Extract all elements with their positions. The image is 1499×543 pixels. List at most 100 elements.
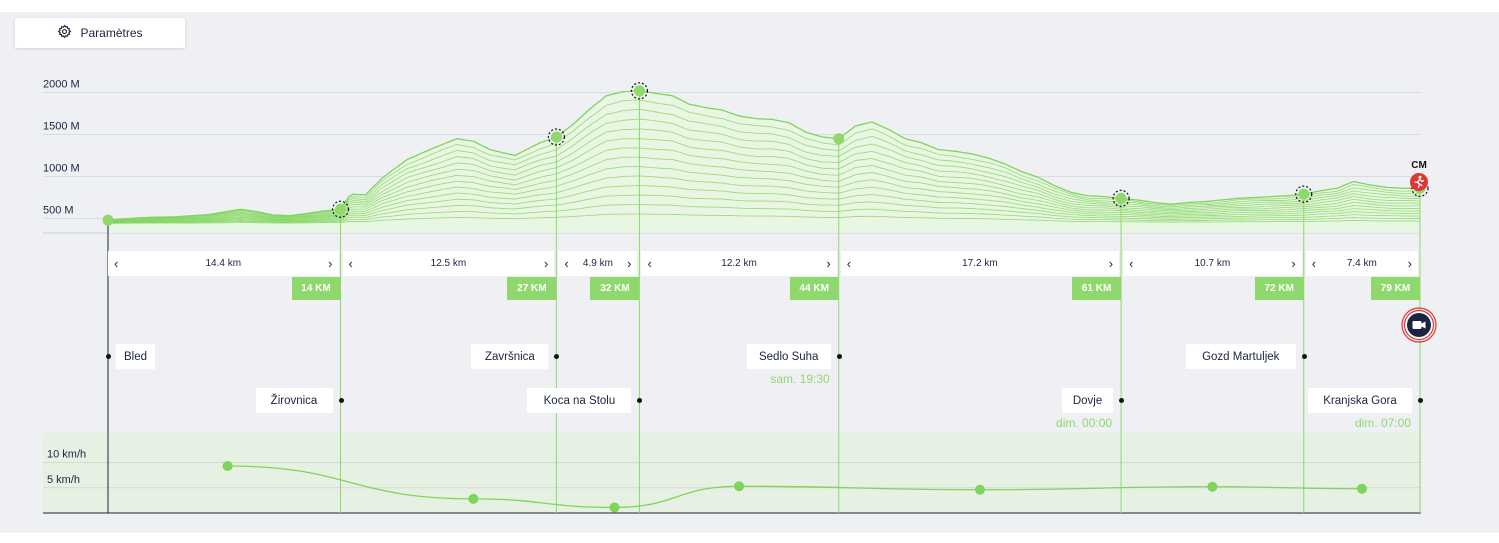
checkpoint-time: sam. 19:30 (770, 372, 830, 386)
km-badge: 27 KM (507, 277, 557, 300)
elevation-ridge-line (107, 108, 1421, 222)
segment-distance: ‹ 7.4 km › (1305, 251, 1418, 276)
speed-tick-label: 5 km/h (47, 474, 80, 486)
speed-point[interactable] (974, 484, 985, 495)
chevron-right-icon[interactable]: › (544, 256, 549, 271)
gear-icon (57, 24, 72, 42)
chevron-left-icon[interactable]: ‹ (1311, 256, 1317, 271)
checkpoint-dot[interactable] (633, 85, 645, 97)
elevation-ridge-line (107, 138, 1421, 222)
km-badge: 61 KM (1072, 277, 1122, 300)
elevation-ridges (107, 90, 1421, 233)
segment-distance-label: 12.2 km (721, 258, 757, 269)
checkpoint-dot[interactable] (1115, 192, 1127, 204)
chevron-right-icon[interactable]: › (627, 256, 632, 271)
km-badge: 72 KM (1254, 277, 1304, 300)
chevron-right-icon[interactable]: › (1108, 256, 1114, 271)
chevron-left-icon[interactable]: ‹ (564, 256, 569, 271)
checkpoint-dot[interactable] (102, 214, 114, 226)
speed-point[interactable] (1207, 481, 1218, 492)
km-badge: 32 KM (590, 277, 640, 300)
elevation-ridge-line (107, 194, 1421, 224)
segment-distance-label: 4.9 km (582, 258, 613, 269)
speed-series (222, 461, 1367, 513)
runner-icon[interactable] (1410, 173, 1428, 191)
chevron-left-icon[interactable]: ‹ (846, 256, 852, 271)
video-camera-button[interactable] (1401, 307, 1437, 343)
elevation-ridge-line (107, 147, 1421, 223)
chevron-left-icon[interactable]: ‹ (348, 256, 353, 271)
checkpoint-name[interactable]: Žirovnica (255, 388, 333, 413)
speed-point[interactable] (609, 502, 620, 513)
km-badge: 44 KM (789, 277, 839, 300)
checkpoint-bullet (338, 398, 344, 403)
checkpoint-bullet (1418, 398, 1423, 403)
elevation-area (108, 90, 1420, 233)
segment-distance: ‹ 17.2 km › (840, 251, 1120, 276)
chevron-right-icon[interactable]: › (1291, 256, 1296, 271)
segment-distance: ‹ 4.9 km › (558, 251, 638, 276)
elevation-ridge-line (107, 118, 1420, 222)
elevation-ridge-line (107, 166, 1421, 223)
checkpoint-dot[interactable] (550, 131, 562, 143)
y-tick-label: 1500 M (43, 121, 80, 133)
checkpoint-ring (1295, 185, 1313, 203)
speed-band (43, 433, 1421, 513)
checkpoint-dot[interactable] (1298, 188, 1310, 200)
checkpoint-bullet (1119, 398, 1125, 403)
chevron-right-icon[interactable]: › (826, 256, 831, 271)
checkpoint-dot[interactable] (833, 133, 845, 145)
segment-distance: ‹ 12.5 km › (342, 251, 555, 276)
runner-marker-label: CM (1411, 160, 1427, 171)
checkpoint-name[interactable]: Koca na Stolu (527, 388, 632, 413)
checkpoint-ring (630, 82, 649, 100)
y-tick-label: 2000 M (43, 79, 80, 91)
checkpoint-bullet (637, 398, 643, 403)
video-camera-icon (1412, 321, 1422, 329)
settings-button[interactable]: Paramètres (15, 18, 185, 48)
checkpoint-bullet (106, 354, 111, 359)
chevron-right-icon[interactable]: › (1407, 256, 1412, 271)
km-badge: 14 KM (291, 277, 341, 300)
settings-label: Paramètres (80, 26, 143, 40)
chevron-left-icon[interactable]: ‹ (647, 256, 652, 271)
speed-point[interactable] (1356, 483, 1367, 494)
checkpoint-name[interactable]: Sedlo Suha (746, 344, 831, 369)
checkpoint-time: dim. 00:00 (1056, 416, 1113, 430)
speed-point[interactable] (222, 461, 233, 472)
y-tick-label: 1000 M (43, 163, 80, 175)
chevron-right-icon[interactable]: › (328, 256, 333, 271)
elevation-ridge-line (107, 99, 1421, 221)
segment-distance-label: 14.4 km (205, 258, 242, 269)
speed-point[interactable] (734, 481, 745, 492)
segment-distance-label: 10.7 km (1194, 258, 1231, 269)
checkpoint-lines (107, 90, 1421, 513)
checkpoint-ring (1112, 189, 1130, 207)
segment-distance-label: 17.2 km (962, 258, 998, 269)
segment-distance-label: 12.5 km (430, 258, 467, 269)
speed-tick-label: 10 km/h (47, 449, 86, 461)
km-badge: 79 KM (1371, 277, 1420, 300)
chevron-left-icon[interactable]: ‹ (114, 256, 119, 271)
checkpoint-name[interactable]: Bled (116, 344, 156, 369)
checkpoint-ring (331, 200, 350, 218)
elevation-ridge-line (107, 90, 1420, 221)
y-tick-label: 500 M (43, 205, 74, 217)
checkpoint-bullet (836, 354, 842, 359)
checkpoint-name[interactable]: Gozd Martuljek (1185, 344, 1296, 369)
elevation-ridge-line (107, 128, 1421, 222)
checkpoint-bullet (554, 354, 560, 359)
checkpoint-name[interactable]: Kranjska Gora (1308, 388, 1412, 413)
checkpoint-name[interactable]: Dovje (1062, 388, 1114, 413)
speed-point[interactable] (468, 493, 479, 504)
elevation-ridge-line (108, 204, 1420, 224)
elevation-ridge-line (107, 185, 1420, 224)
segment-distance: ‹ 10.7 km › (1123, 251, 1302, 276)
checkpoint-name[interactable]: Završnica (471, 344, 549, 369)
checkpoint-bullet (1301, 354, 1307, 359)
segment-distance: ‹ 14.4 km › (108, 251, 339, 276)
segment-distance-label: 7.4 km (1346, 258, 1377, 269)
chevron-left-icon[interactable]: ‹ (1129, 256, 1134, 271)
checkpoint-dot[interactable] (335, 203, 347, 215)
